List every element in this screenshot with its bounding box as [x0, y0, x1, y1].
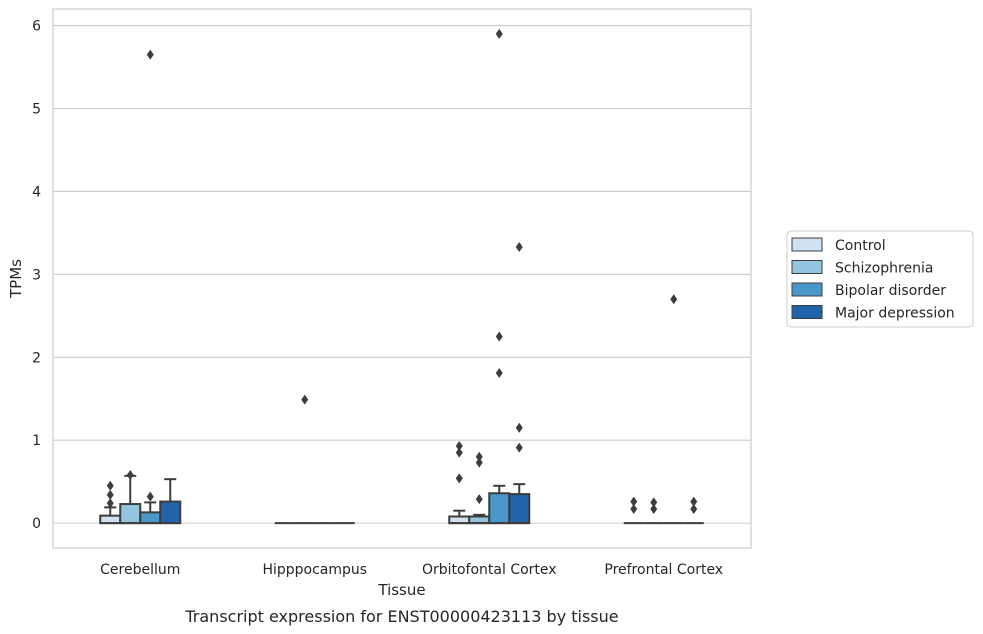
outlier-point [301, 394, 309, 405]
y-tick-label: 6 [32, 19, 41, 35]
outlier-point [146, 491, 154, 502]
legend-item: Major depression [791, 305, 955, 322]
legend-label: Schizophrenia [835, 261, 933, 277]
box-body [508, 493, 531, 525]
outlier-point [630, 504, 638, 515]
outlier-point [495, 28, 503, 39]
outlier-point [515, 442, 523, 453]
outlier-point [495, 331, 503, 342]
box-control [448, 441, 471, 525]
x-axis-ticks: Cerebellum Hipppocampus Orbitofontal Corte… [100, 562, 723, 578]
legend-frame [786, 230, 974, 328]
outlier-point [126, 470, 134, 481]
plot-area-frame [52, 8, 752, 549]
legend-item: Schizophrenia [791, 260, 933, 277]
box-bipolar-disorder [139, 49, 162, 525]
outlier-point [475, 494, 483, 505]
legend-swatch [791, 305, 823, 319]
outlier-point [475, 451, 483, 462]
y-tick-label: 2 [32, 350, 41, 366]
box-bipolar-disorder [663, 294, 684, 525]
outlier-point [455, 447, 463, 458]
outlier-point [106, 489, 114, 500]
outlier-point [475, 457, 483, 468]
boxes [99, 28, 704, 525]
box-major-depression [508, 241, 531, 525]
legend-item: Bipolar disorder [791, 282, 946, 299]
y-tick-label: 4 [32, 184, 41, 200]
outlier-point [106, 498, 114, 509]
box-body [99, 514, 122, 525]
legend-label: Major depression [835, 306, 955, 322]
x-axis-label: Tissue [377, 581, 425, 599]
legend-swatch [791, 282, 823, 297]
outlier-point [650, 497, 658, 508]
outlier-point [515, 422, 523, 433]
box-body [159, 500, 182, 525]
box-schizophrenia [294, 394, 315, 525]
outlier-point [455, 441, 463, 452]
x-tick-label: Orbitofontal Cortex [422, 562, 557, 578]
legend-label: Bipolar disorder [835, 283, 946, 299]
chart-caption: Transcript expression for ENST0000042311… [184, 607, 618, 626]
outlier-point [146, 49, 154, 60]
outlier-point [670, 294, 678, 305]
x-tick-label: Hipppocampus [262, 562, 367, 578]
y-tick-label: 0 [32, 516, 41, 532]
box-schizophrenia [468, 451, 491, 525]
y-tick-label: 3 [32, 267, 41, 283]
box-control [623, 496, 644, 525]
outlier-point [106, 480, 114, 491]
gridlines [53, 25, 751, 524]
box-major-depression [683, 496, 704, 525]
outlier-point [455, 473, 463, 484]
legend-swatch [791, 260, 823, 274]
legend-item: Control [791, 237, 886, 254]
legend: Control Schizophrenia Bipolar disorder Majo… [786, 230, 974, 328]
box-bipolar-disorder [488, 28, 511, 525]
y-axis-label: TPMs [7, 259, 25, 299]
outlier-point [630, 496, 638, 507]
legend-swatch [791, 237, 823, 252]
outlier-point [650, 504, 658, 515]
y-axis-ticks: 0 1 2 3 4 5 6 [32, 19, 41, 533]
box-schizophrenia [119, 470, 142, 525]
outlier-point [690, 504, 698, 515]
box-body [488, 492, 511, 525]
y-tick-label: 1 [32, 433, 41, 449]
outlier-point [690, 496, 698, 507]
box-body [119, 503, 142, 525]
box-major-depression [159, 478, 182, 525]
x-tick-label: Cerebellum [100, 562, 180, 578]
legend-label: Control [835, 238, 886, 254]
y-tick-label: 5 [32, 102, 41, 118]
outlier-point [495, 368, 503, 379]
box-body [139, 511, 162, 525]
x-tick-label: Prefrontal Cortex [604, 562, 723, 578]
box-control [99, 480, 122, 525]
box-schizophrenia [643, 497, 664, 525]
outlier-point [515, 241, 523, 252]
